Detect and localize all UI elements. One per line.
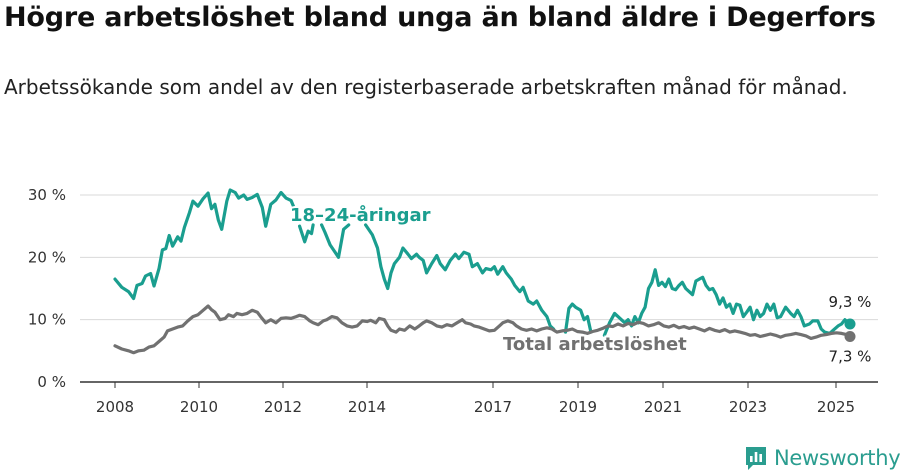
- y-tick-label: 10 %: [28, 311, 66, 329]
- total-end-label: 7,3 %: [829, 347, 872, 365]
- x-tick-label: 2021: [644, 398, 682, 416]
- total-series-label: Total arbetslöshet: [503, 334, 687, 355]
- series-line-0: [113, 188, 297, 301]
- x-tick-label: 2017: [474, 398, 512, 416]
- line-chart: 0 % 10 % 20 % 30 % 2008 2010 2012 2014 2017 2019…: [28, 186, 878, 416]
- x-axis-ticks: 2008 2010 2012 2014 2017 2019 2021 2023 2025: [96, 382, 855, 416]
- series-line-5: [602, 268, 852, 337]
- x-tick-label: 2014: [348, 398, 386, 416]
- y-axis-ticks: 0 % 10 % 20 % 30 %: [28, 186, 66, 391]
- series-lines: [113, 188, 852, 355]
- series-line-4: [563, 302, 593, 334]
- y-tick-label: 30 %: [28, 186, 66, 204]
- brand-name: Newsworthy: [774, 446, 900, 470]
- newsworthy-logo-icon: [746, 447, 766, 470]
- chart-subtitle: Arbetssökande som andel av den registerb…: [4, 75, 848, 99]
- grid-lines: [80, 194, 878, 383]
- youth-end-label: 9,3 %: [829, 293, 872, 311]
- x-tick-label: 2023: [729, 398, 767, 416]
- series-line-6: [113, 304, 852, 355]
- newsworthy-brand: Newsworthy: [744, 443, 900, 473]
- x-tick-label: 2019: [559, 398, 597, 416]
- x-tick-label: 2010: [180, 398, 218, 416]
- series-line-3: [364, 223, 556, 331]
- series-line-1: [298, 223, 315, 244]
- youth-series-label: 18–24-åringar: [290, 204, 431, 226]
- chart-title: Högre arbetslöshet bland unga än bland ä…: [4, 2, 876, 33]
- x-tick-label: 2025: [817, 398, 855, 416]
- y-tick-label: 0 %: [37, 373, 66, 391]
- y-tick-label: 20 %: [28, 248, 66, 266]
- total-end-marker: [844, 330, 856, 342]
- x-tick-label: 2012: [264, 398, 302, 416]
- series-line-2: [320, 223, 351, 259]
- series-labels: 9,3 % 7,3 % 18–24-åringar Total arbetslöshe…: [288, 202, 872, 365]
- x-tick-label: 2008: [96, 398, 134, 416]
- youth-end-marker: [844, 318, 856, 330]
